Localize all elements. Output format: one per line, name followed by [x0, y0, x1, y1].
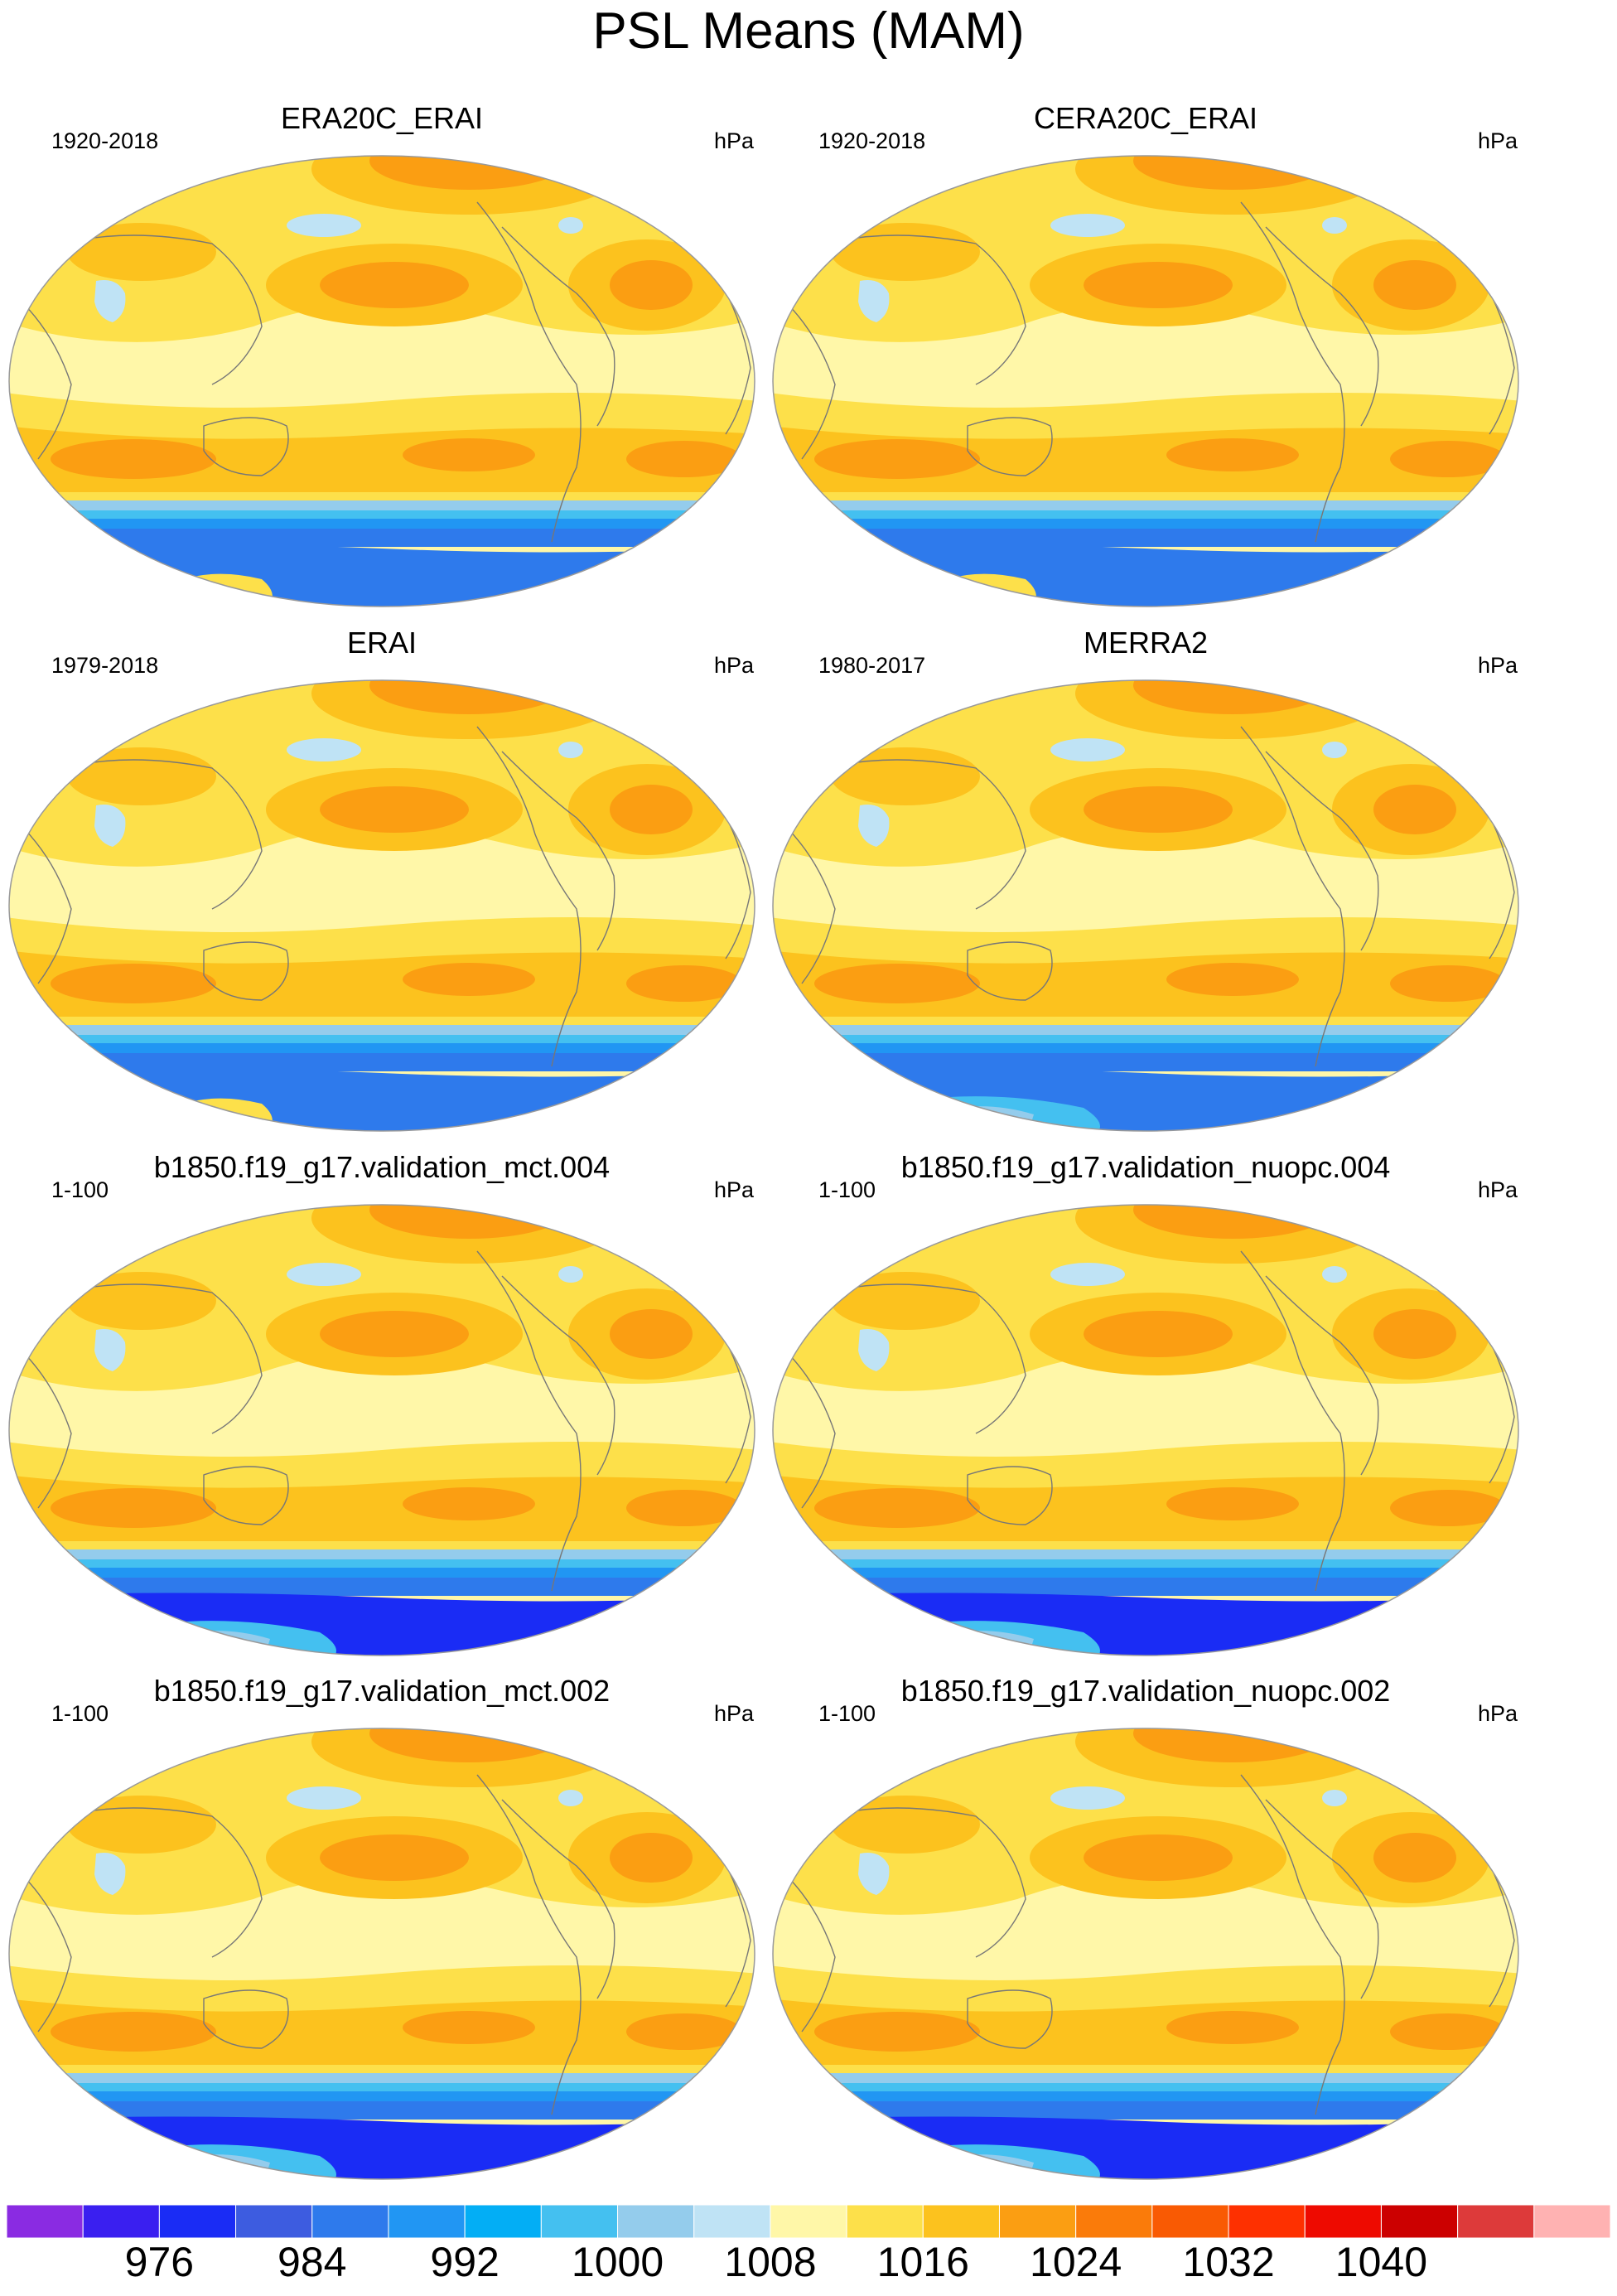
- panel-unit: hPa: [1477, 1177, 1518, 1202]
- psl-map: [772, 1204, 1519, 1656]
- panel-unit: hPa: [1477, 128, 1518, 153]
- colorbar: [7, 2205, 1610, 2238]
- colorbar-swatch: [7, 2205, 84, 2238]
- colorbar-swatch: [998, 2205, 1077, 2238]
- colorbar-swatch: [388, 2205, 466, 2238]
- panel-unit: hPa: [713, 128, 754, 153]
- map-panel: ERA20C_ERAI 1920-2018 hPa: [0, 101, 764, 615]
- colorbar-swatch: [1533, 2205, 1610, 2238]
- psl-map: [8, 679, 755, 1132]
- colorbar-swatch: [617, 2205, 695, 2238]
- colorbar-swatch: [1228, 2205, 1306, 2238]
- psl-map: [772, 679, 1519, 1132]
- map-panel: b1850.f19_g17.validation_nuopc.002 1-100 h…: [764, 1674, 1528, 2187]
- map-panel: b1850.f19_g17.validation_mct.004 1-100 hPa: [0, 1150, 764, 1664]
- panel-year-range: 1920-2018: [818, 128, 926, 153]
- colorbar-tick-label: 1040: [1335, 2239, 1428, 2285]
- psl-map: [772, 155, 1519, 607]
- panel-unit: hPa: [713, 653, 754, 678]
- colorbar-tick-label: 1008: [724, 2239, 817, 2285]
- colorbar-swatch: [922, 2205, 1000, 2238]
- panel-year-range: 1-100: [818, 1177, 876, 1202]
- colorbar-tick-label: 1000: [571, 2239, 664, 2285]
- colorbar-swatch: [693, 2205, 771, 2238]
- colorbar-tick-label: 984: [278, 2239, 347, 2285]
- colorbar-swatch: [1380, 2205, 1459, 2238]
- psl-map: [8, 155, 755, 607]
- map-panel: CERA20C_ERAI 1920-2018 hPa: [764, 101, 1528, 615]
- panel-year-range: 1-100: [818, 1701, 876, 1726]
- panel-title: ERAI: [346, 626, 418, 660]
- colorbar-labels: 976 984 992 1000 1008 1016 1024 1032 1040: [0, 2237, 1617, 2295]
- panel-title: MERRA2: [1083, 626, 1209, 660]
- panel-year-range: 1980-2017: [818, 653, 926, 678]
- panel-title: b1850.f19_g17.validation_mct.002: [153, 1674, 611, 1708]
- colorbar-swatch: [540, 2205, 619, 2238]
- colorbar-tick-label: 1032: [1182, 2239, 1275, 2285]
- colorbar-tick-label: 1024: [1030, 2239, 1122, 2285]
- panel-unit: hPa: [1477, 1701, 1518, 1726]
- figure-title: PSL Means (MAM): [592, 2, 1025, 60]
- colorbar-swatch: [846, 2205, 924, 2238]
- colorbar-swatch: [1457, 2205, 1535, 2238]
- panel-unit: hPa: [713, 1177, 754, 1202]
- panel-year-range: 1-100: [51, 1177, 109, 1202]
- panel-unit: hPa: [1477, 653, 1518, 678]
- colorbar-swatch: [82, 2205, 160, 2238]
- colorbar-swatch: [1075, 2205, 1153, 2238]
- panel-title: CERA20C_ERAI: [1033, 101, 1258, 135]
- panel-title: b1850.f19_g17.validation_mct.004: [153, 1150, 611, 1184]
- panel-title: b1850.f19_g17.validation_nuopc.002: [900, 1674, 1391, 1708]
- map-panel: b1850.f19_g17.validation_nuopc.004 1-100 h…: [764, 1150, 1528, 1664]
- colorbar-tick-label: 992: [430, 2239, 500, 2285]
- colorbar-swatch: [1304, 2205, 1382, 2238]
- panel-title: b1850.f19_g17.validation_nuopc.004: [900, 1150, 1391, 1184]
- panel-year-range: 1920-2018: [51, 128, 159, 153]
- colorbar-swatch: [158, 2205, 237, 2238]
- colorbar-swatch: [311, 2205, 389, 2238]
- colorbar-swatch: [464, 2205, 542, 2238]
- panel-year-range: 1-100: [51, 1701, 109, 1726]
- map-panel: MERRA2 1980-2017 hPa: [764, 626, 1528, 1139]
- colorbar-tick-label: 976: [124, 2239, 195, 2285]
- colorbar-swatch: [235, 2205, 313, 2238]
- psl-map: [772, 1728, 1519, 2180]
- psl-map: [8, 1204, 755, 1656]
- colorbar-swatch: [1151, 2205, 1229, 2238]
- panel-unit: hPa: [713, 1701, 754, 1726]
- panel-year-range: 1979-2018: [51, 653, 159, 678]
- colorbar-swatch: [770, 2205, 847, 2238]
- map-panel: ERAI 1979-2018 hPa: [0, 626, 764, 1139]
- colorbar-tick-label: 1016: [876, 2239, 969, 2285]
- psl-map: [8, 1728, 755, 2180]
- map-panel: b1850.f19_g17.validation_mct.002 1-100 hPa: [0, 1674, 764, 2187]
- panel-title: ERA20C_ERAI: [280, 101, 484, 135]
